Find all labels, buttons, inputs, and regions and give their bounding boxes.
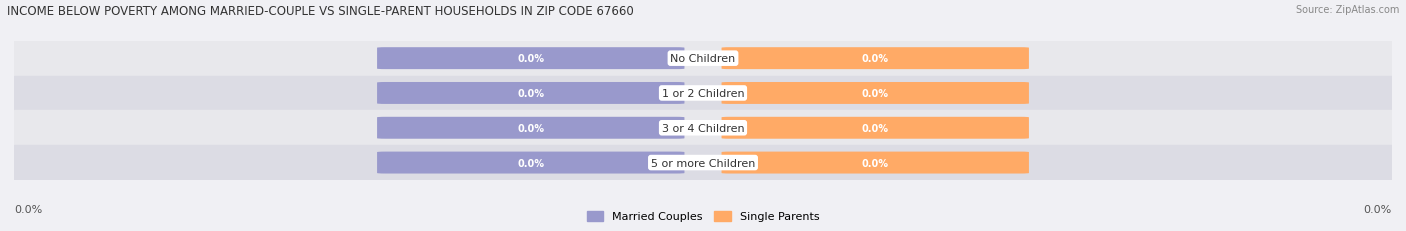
Legend: Married Couples, Single Parents: Married Couples, Single Parents (586, 211, 820, 221)
Bar (14, 76, 1392, 111)
FancyBboxPatch shape (721, 117, 1029, 139)
Bar (14, 146, 1392, 180)
Text: 0.0%: 0.0% (517, 88, 544, 99)
FancyBboxPatch shape (377, 48, 685, 70)
Bar (14, 42, 1392, 76)
Text: 0.0%: 0.0% (14, 204, 42, 214)
Text: No Children: No Children (671, 54, 735, 64)
FancyBboxPatch shape (377, 152, 685, 174)
Text: 0.0%: 0.0% (862, 88, 889, 99)
Text: 0.0%: 0.0% (862, 123, 889, 133)
Text: 0.0%: 0.0% (1364, 204, 1392, 214)
FancyBboxPatch shape (721, 152, 1029, 174)
Text: 5 or more Children: 5 or more Children (651, 158, 755, 168)
Text: 0.0%: 0.0% (517, 54, 544, 64)
Bar (14, 111, 1392, 146)
Text: Source: ZipAtlas.com: Source: ZipAtlas.com (1295, 5, 1399, 15)
Text: 0.0%: 0.0% (517, 123, 544, 133)
FancyBboxPatch shape (377, 83, 685, 104)
Text: 0.0%: 0.0% (862, 158, 889, 168)
FancyBboxPatch shape (721, 48, 1029, 70)
Text: 3 or 4 Children: 3 or 4 Children (662, 123, 744, 133)
FancyBboxPatch shape (721, 83, 1029, 104)
Text: 0.0%: 0.0% (862, 54, 889, 64)
Text: 1 or 2 Children: 1 or 2 Children (662, 88, 744, 99)
Text: INCOME BELOW POVERTY AMONG MARRIED-COUPLE VS SINGLE-PARENT HOUSEHOLDS IN ZIP COD: INCOME BELOW POVERTY AMONG MARRIED-COUPL… (7, 5, 634, 18)
Text: 0.0%: 0.0% (517, 158, 544, 168)
FancyBboxPatch shape (377, 117, 685, 139)
